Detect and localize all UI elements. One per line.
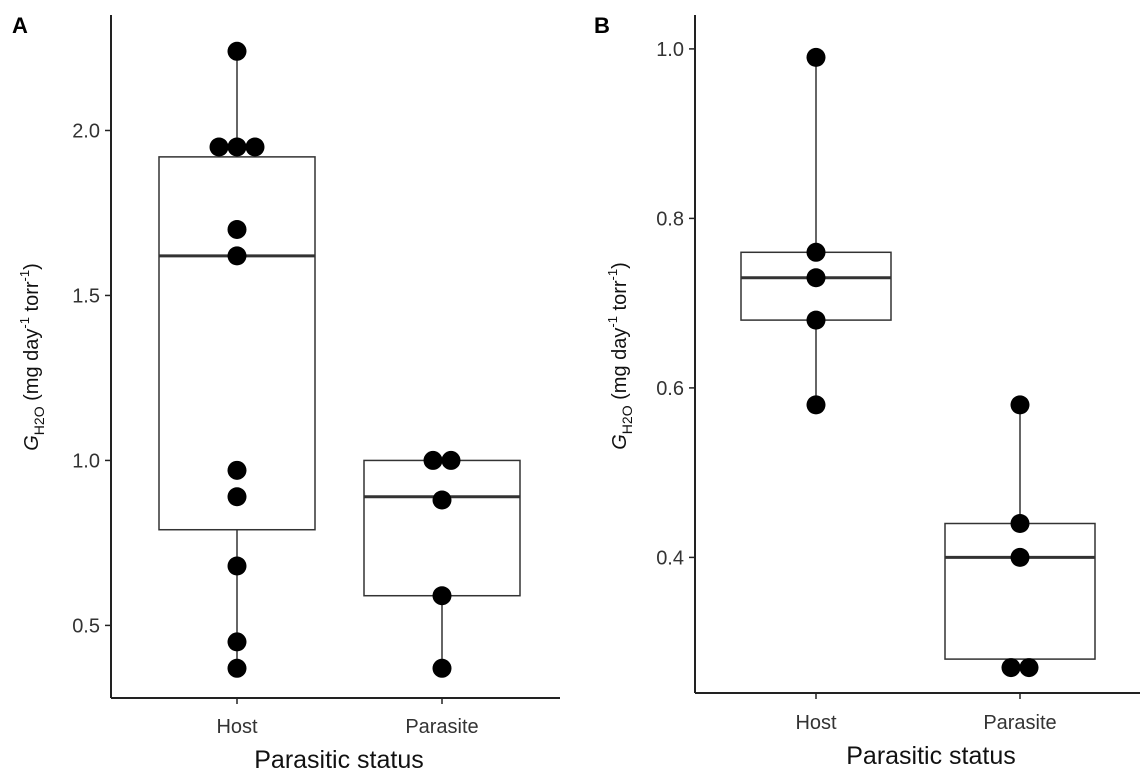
data-point (806, 395, 826, 415)
data-point (227, 658, 247, 678)
data-point (227, 246, 247, 266)
panel-b-plot-area: 0.4 0.6 0.8 1.0 Host Parasite (656, 15, 1140, 734)
ylabel-exp-1: -1 (605, 316, 620, 328)
ylabel-unit-post: ) (609, 262, 631, 269)
data-point (227, 219, 247, 239)
x-tick-label: Parasite (983, 712, 1056, 734)
panel-a-label: A (12, 13, 28, 38)
data-point (227, 41, 247, 61)
data-point (209, 137, 229, 157)
box-parasite (944, 522, 1096, 660)
y-tick-label: 0.8 (656, 208, 684, 230)
ylabel-subscript: H2O (619, 405, 635, 434)
panel-a-y-axis-title: GH2O (mg day-1 torr-1) (17, 263, 47, 451)
ylabel-symbol: G (609, 434, 631, 450)
y-tick-label: 1.5 (72, 285, 100, 307)
ylabel-subscript: H2O (31, 406, 47, 435)
panel-b-y-axis-title: GH2O (mg day-1 torr-1) (605, 262, 635, 450)
data-point (227, 137, 247, 157)
data-point (432, 658, 452, 678)
data-point (1010, 547, 1030, 567)
data-point (432, 490, 452, 510)
data-point (1019, 658, 1039, 678)
data-point (806, 47, 826, 67)
ylabel-exp-2: -1 (17, 270, 32, 282)
y-tick-label: 0.6 (656, 378, 684, 400)
x-tick-label: Parasite (405, 716, 478, 738)
data-point (441, 450, 461, 470)
y-tick-label: 2.0 (72, 120, 100, 142)
data-point (806, 268, 826, 288)
data-point (1010, 514, 1030, 533)
ylabel-symbol: G (21, 435, 43, 451)
x-tick-label: Host (795, 712, 837, 734)
data-point (227, 487, 247, 507)
data-point (1001, 658, 1021, 678)
panel-a-x-axis-title: Parasitic status (254, 746, 424, 774)
panel-b-x-axis-title: Parasitic status (846, 742, 1016, 770)
y-tick-label: 0.4 (656, 547, 684, 569)
svg-text:GH2O (mg day-1 torr-1): GH2O (mg day-1 torr-1) (605, 262, 635, 450)
ylabel-unit-pre: (mg day (609, 328, 631, 406)
y-tick-label: 0.5 (72, 615, 100, 637)
box-parasite (363, 459, 521, 597)
ylabel-unit-mid: torr (21, 281, 43, 317)
data-point (227, 460, 247, 480)
ylabel-unit-mid: torr (609, 280, 631, 316)
panel-b-label: B (594, 13, 610, 38)
svg-text:GH2O (mg day-1 torr-1): GH2O (mg day-1 torr-1) (17, 263, 47, 451)
data-point (245, 137, 265, 157)
data-point (432, 586, 452, 606)
y-tick-label: 1.0 (72, 450, 100, 472)
data-point (806, 310, 826, 330)
x-tick-label: Host (216, 716, 258, 738)
data-point (227, 632, 247, 652)
data-point (423, 450, 443, 470)
data-point (227, 556, 247, 576)
panel-a-plot-area: 0.5 1.0 1.5 2.0 Host Parasite (72, 15, 560, 738)
data-point (806, 242, 826, 262)
data-point (1010, 395, 1030, 415)
ylabel-unit-post: ) (21, 263, 43, 270)
ylabel-exp-2: -1 (605, 269, 620, 281)
y-tick-label: 1.0 (656, 39, 684, 61)
ylabel-unit-pre: (mg day (21, 329, 43, 407)
ylabel-exp-1: -1 (17, 317, 32, 329)
